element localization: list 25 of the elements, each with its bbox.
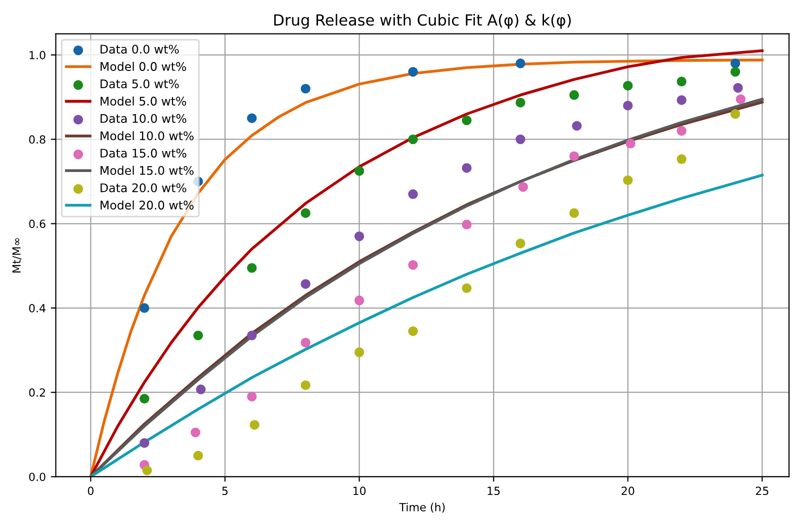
legend-label: Model 15.0 wt%: [100, 166, 194, 175]
legend-label: Model 5.0 wt%: [100, 96, 186, 106]
chart-title: Drug Release with Cubic Fit A(φ) & k(φ): [274, 14, 571, 29]
y-tick-label: 0.4: [29, 304, 46, 312]
legend-label: Model 10.0 wt%: [100, 131, 194, 140]
y-tick-label: 0.6: [29, 220, 46, 228]
x-tick-label: 25: [756, 486, 768, 496]
y-axis-title: Mt/M∞: [12, 238, 22, 272]
legend-label: Model 0.0 wt%: [100, 62, 186, 71]
x-tick-label: 15: [488, 486, 500, 496]
legend-label: Data 20.0 wt%: [100, 183, 186, 192]
legend-label: Model 20.0 wt%: [100, 200, 194, 210]
x-tick-label: 5: [222, 486, 228, 496]
legend-label: Data 10.0 wt%: [100, 114, 186, 123]
x-tick-label: 0: [88, 486, 94, 496]
y-tick-label: 0.8: [29, 135, 46, 144]
y-tick-label: 1.0: [30, 50, 46, 60]
legend-label: Data 0.0 wt%: [100, 44, 179, 54]
x-axis-title: Time (h): [399, 502, 445, 513]
legend-label: Data 15.0 wt%: [100, 148, 186, 158]
x-tick-label: 20: [622, 486, 634, 496]
y-tick-label: 0.2: [29, 388, 45, 397]
x-tick-label: 10: [353, 486, 366, 496]
legend-label: Data 5.0 wt%: [100, 79, 179, 88]
y-tick-label: 0.0: [29, 472, 46, 482]
